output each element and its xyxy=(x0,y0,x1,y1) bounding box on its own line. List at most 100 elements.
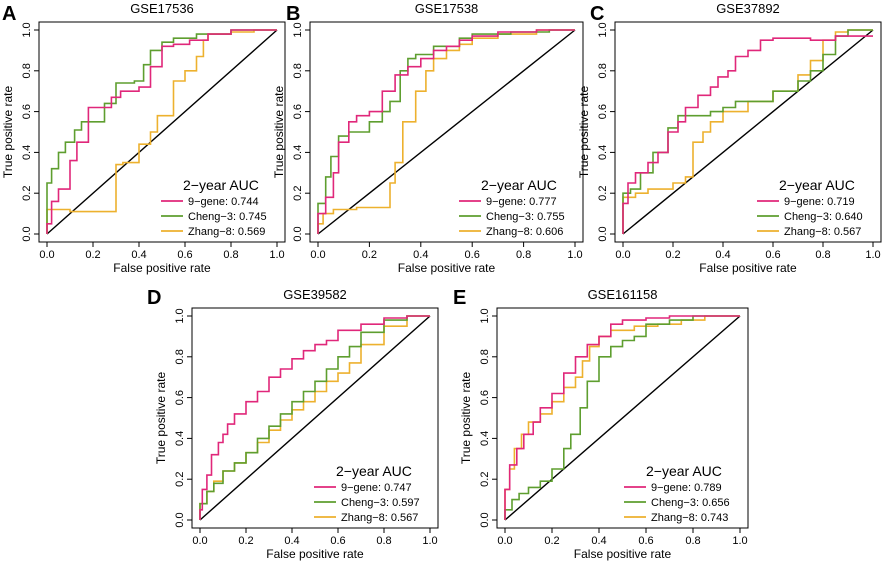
y-tick-label: 0.0 xyxy=(479,512,491,527)
roc-curve-zhang-8 xyxy=(622,29,873,234)
x-tick-label: 0.2 xyxy=(544,535,559,547)
y-tick-label: 0.8 xyxy=(174,349,186,364)
y-tick-label: 0.8 xyxy=(597,63,609,78)
roc-panel-d: D GSE39582 0.0 0.0 0.2 0.2 0.4 0.4 0.6 0.6 0.8 0.8 1… xyxy=(147,287,439,561)
x-tick-label: 0.6 xyxy=(765,249,780,261)
roc-panel-c: C GSE37892 0.0 0.0 0.2 0.2 0.4 0.4 0.6 0.6 0.8 0.8 1… xyxy=(577,1,882,275)
x-tick-label: 1.0 xyxy=(732,535,747,547)
x-tick-label: 0.4 xyxy=(284,535,299,547)
roc-curve-9-gene xyxy=(622,35,873,234)
roc-curve-9-gene xyxy=(199,315,430,520)
plot-frame xyxy=(496,307,749,529)
x-tick-label: 0.4 xyxy=(413,249,428,261)
roc-curve-9-gene xyxy=(317,29,575,234)
legend-entry: Cheng−3: 0.597 xyxy=(341,497,420,509)
roc-curve-cheng-3 xyxy=(199,315,430,520)
y-tick-label: 0.8 xyxy=(479,349,491,364)
y-tick-label: 0.2 xyxy=(479,472,491,487)
y-tick-label: 0.6 xyxy=(597,104,609,119)
panel-letter: D xyxy=(147,287,161,309)
y-tick-label: 1.0 xyxy=(597,22,609,37)
legend-entry: Zhang−8: 0.567 xyxy=(784,226,861,238)
y-tick-label: 0.2 xyxy=(174,472,186,487)
x-tick-label: 0.6 xyxy=(638,535,653,547)
x-tick-label: 0.0 xyxy=(310,249,325,261)
legend-entry: Cheng−3: 0.656 xyxy=(651,497,730,509)
legend-entry: 9−gene: 0.719 xyxy=(784,196,855,208)
y-tick-label: 0.4 xyxy=(174,431,186,446)
roc-panel-e: E GSE161158 0.0 0.0 0.2 0.2 0.4 0.4 0.6 0.6 0.8 0.8… xyxy=(453,287,749,561)
y-tick-label: 0.0 xyxy=(174,512,186,527)
y-tick-label: 0.8 xyxy=(292,63,304,78)
panel-letter: A xyxy=(2,3,16,25)
x-tick-label: 0.8 xyxy=(685,535,700,547)
roc-curve-cheng-3 xyxy=(504,315,740,520)
chart-title: GSE17536 xyxy=(130,1,194,16)
y-tick-label: 1.0 xyxy=(21,22,33,37)
roc-curve-cheng-3 xyxy=(46,29,277,234)
y-tick-label: 0.6 xyxy=(292,104,304,119)
y-tick-label: 0.2 xyxy=(21,186,33,201)
legend-title: 2−year AUC xyxy=(646,463,722,479)
x-tick-label: 1.0 xyxy=(567,249,582,261)
plot-frame xyxy=(309,21,584,243)
roc-panel-b: B GSE17538 0.0 0.0 0.2 0.2 0.4 0.4 0.6 0.6 0.8 0.8 1… xyxy=(272,1,584,275)
y-tick-label: 0.6 xyxy=(174,390,186,405)
x-tick-label: 0.4 xyxy=(131,249,146,261)
reference-diagonal xyxy=(46,29,278,235)
y-tick-label: 0.8 xyxy=(21,63,33,78)
legend-entry: Zhang−8: 0.743 xyxy=(651,512,728,524)
reference-diagonal xyxy=(622,29,874,235)
plot-frame xyxy=(38,21,286,243)
y-tick-label: 0.0 xyxy=(597,226,609,241)
roc-panel-a: A GSE17536 0.0 0.0 0.2 0.2 0.4 0.4 0.6 0.6 0.8 0.8 1… xyxy=(1,1,286,275)
x-tick-label: 0.6 xyxy=(330,535,345,547)
x-tick-label: 0.0 xyxy=(497,535,512,547)
x-tick-label: 0.2 xyxy=(665,249,680,261)
y-axis-label: True positive rate xyxy=(1,86,15,179)
panel-letter: B xyxy=(286,3,300,25)
y-tick-label: 0.2 xyxy=(292,186,304,201)
x-tick-label: 0.6 xyxy=(177,249,192,261)
y-tick-label: 0.4 xyxy=(597,145,609,160)
legend-title: 2−year AUC xyxy=(183,177,259,193)
x-tick-label: 0.0 xyxy=(192,535,207,547)
legend-entry: 9−gene: 0.789 xyxy=(651,482,722,494)
y-tick-label: 0.4 xyxy=(479,431,491,446)
y-axis-label: True positive rate xyxy=(577,86,591,179)
plot-frame xyxy=(614,21,882,243)
x-tick-label: 0.8 xyxy=(516,249,531,261)
legend-entry: Zhang−8: 0.606 xyxy=(486,226,563,238)
y-axis-label: True positive rate xyxy=(459,372,473,465)
legend-entry: Zhang−8: 0.567 xyxy=(341,512,418,524)
x-tick-label: 0.8 xyxy=(376,535,391,547)
x-tick-label: 0.8 xyxy=(815,249,830,261)
x-tick-label: 1.0 xyxy=(865,249,880,261)
x-axis-label: False positive rate xyxy=(113,261,211,275)
legend-title: 2−year AUC xyxy=(336,463,412,479)
x-tick-label: 1.0 xyxy=(269,249,284,261)
chart-title: GSE161158 xyxy=(588,287,658,302)
reference-diagonal xyxy=(317,29,576,235)
x-tick-label: 0.2 xyxy=(85,249,100,261)
x-axis-label: False positive rate xyxy=(699,261,797,275)
reference-diagonal xyxy=(504,315,741,521)
x-tick-label: 0.2 xyxy=(362,249,377,261)
x-tick-label: 0.4 xyxy=(715,249,730,261)
x-tick-label: 1.0 xyxy=(422,535,437,547)
legend-entry: Cheng−3: 0.755 xyxy=(486,211,565,223)
legend-title: 2−year AUC xyxy=(779,177,855,193)
reference-diagonal xyxy=(199,315,431,521)
y-tick-label: 1.0 xyxy=(292,22,304,37)
y-axis-label: True positive rate xyxy=(154,372,168,465)
legend-entry: Zhang−8: 0.569 xyxy=(188,226,265,238)
y-axis-label: True positive rate xyxy=(272,86,286,179)
legend-entry: Cheng−3: 0.640 xyxy=(784,211,863,223)
chart-title: GSE37892 xyxy=(716,1,780,16)
y-tick-label: 0.0 xyxy=(21,226,33,241)
x-axis-label: False positive rate xyxy=(266,547,364,561)
y-tick-label: 1.0 xyxy=(174,308,186,323)
legend-entry: Cheng−3: 0.745 xyxy=(188,211,267,223)
y-tick-label: 0.6 xyxy=(21,104,33,119)
